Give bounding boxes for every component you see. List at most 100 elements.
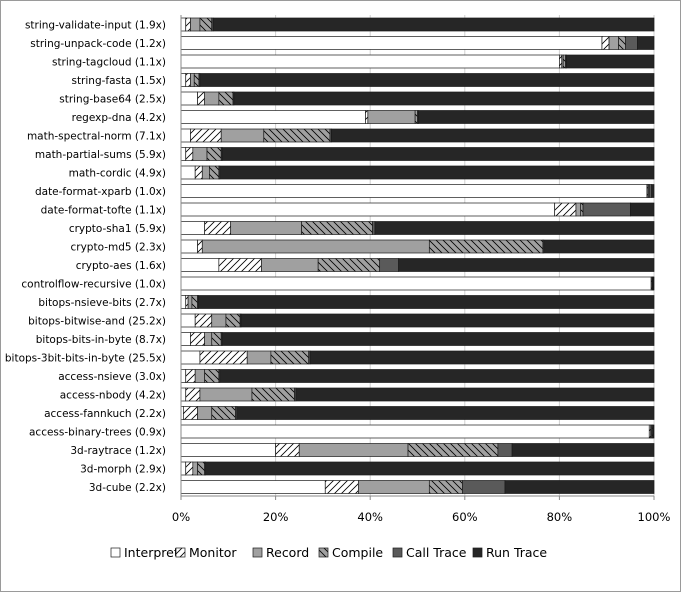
bar-segment-interpret [181,240,198,253]
legend-item: Compile [319,545,383,560]
bar-segment-compile [207,148,221,161]
bar-segment-run-trace [653,425,654,438]
category-label: math-partial-sums (5.9x) [35,149,166,161]
legend-swatch [319,548,328,557]
bar-segment-monitor [602,37,609,50]
legend-item: Record [253,545,309,560]
bar-segment-record [198,407,212,420]
bar-segment-record [195,370,204,383]
bar-segment-monitor [325,481,358,494]
bar-segment-compile [192,296,198,309]
bar-segment-interpret [181,185,647,198]
bar-segment-call-trace [583,203,630,216]
legend-label: Run Trace [486,545,547,560]
bar-segment-compile [429,240,543,253]
bar-segment-interpret [181,74,186,87]
bar-segment-call-trace [462,481,505,494]
legend-swatch [253,548,262,557]
bar-segment-interpret [181,370,186,383]
bar-segment-compile [264,129,330,142]
bar-segment-run-trace [652,185,654,198]
legend-label: Monitor [189,545,237,560]
bar-segment-interpret [181,388,186,401]
category-labels: string-validate-input (1.9x)string-unpac… [5,20,166,495]
bar-segment-record [205,333,212,346]
bar-segment-record [368,111,415,124]
bar-segment-interpret [181,55,559,68]
bar-segment-monitor [195,314,212,327]
category-label: bitops-bitwise-and (25.2x) [28,316,166,328]
bar-segment-interpret [181,129,190,142]
bar-segment-run-trace [213,18,654,31]
bar-segment-monitor [190,333,204,346]
bar-segment-interpret [181,296,186,309]
bar-segment-record [205,92,219,105]
bar-segment-run-trace [200,74,654,87]
bar-segment-interpret [181,333,190,346]
bar-segment-compile [212,333,221,346]
bar-row [181,18,654,31]
category-label: regexp-dna (4.2x) [72,112,166,124]
bar-segment-compile [408,444,498,457]
x-tick-label: 40% [357,510,383,524]
bar-row [181,185,654,198]
category-label: access-nbody (4.2x) [60,390,166,402]
bar-row [181,351,654,364]
bar-row [181,222,654,235]
legend-swatch [176,548,185,557]
bar-segment-run-trace [630,203,654,216]
axes-group [181,15,654,496]
bar-segment-compile [209,166,218,179]
bar-segment-interpret [181,314,195,327]
bar-segment-monitor [205,222,231,235]
bar-segment-monitor [186,462,193,475]
bar-segment-interpret [181,351,200,364]
category-label: math-spectral-norm (7.1x) [27,131,166,143]
bar-segment-monitor [559,55,561,68]
bar-segment-monitor [198,240,203,253]
bar-segment-monitor [555,203,576,216]
bar-segment-compile [619,37,626,50]
bar-segment-run-trace [399,259,654,272]
bar-segment-monitor [186,74,191,87]
legend-label: Record [266,545,309,560]
bar-segment-record [212,314,226,327]
x-tick-label: 60% [452,510,478,524]
bar-row [181,240,654,253]
bar-segment-interpret [181,166,195,179]
legend-label: Compile [332,545,383,560]
bar-row [181,259,654,272]
category-label: string-fasta (1.5x) [71,75,166,87]
bar-segment-run-trace [296,388,654,401]
legend-label: Interpret [124,545,179,560]
bar-segment-monitor [190,129,221,142]
x-tick-labels: 0%20%40%60%80%100% [172,496,671,524]
bar-segment-record [231,222,302,235]
bar-row [181,444,654,457]
bar-segment-interpret [181,462,186,475]
category-label: 3d-cube (2.2x) [89,482,166,494]
category-label: access-nsieve (3.0x) [58,371,166,383]
category-label: crypto-md5 (2.3x) [70,242,166,254]
category-label: date-format-tofte (1.1x) [41,205,166,217]
bar-segment-run-trace [199,296,654,309]
bar-segment-monitor [186,370,195,383]
bar-row [181,407,654,420]
bar-segment-run-trace [222,148,654,161]
category-label: string-tagcloud (1.1x) [52,57,166,69]
bar-segment-call-trace [380,259,399,272]
bar-row [181,277,654,290]
bar-row [181,462,654,475]
bar-segment-record [576,203,581,216]
bar-segment-interpret [181,203,555,216]
bar-row [181,55,654,68]
bar-segment-monitor [186,148,193,161]
bar-segment-compile [194,74,199,87]
bar-segment-run-trace [241,314,654,327]
bar-segment-compile [415,111,417,124]
bar-segment-run-trace [220,370,654,383]
legend-swatch [473,548,482,557]
category-label: crypto-sha1 (5.9x) [69,223,166,235]
bar-row [181,370,654,383]
